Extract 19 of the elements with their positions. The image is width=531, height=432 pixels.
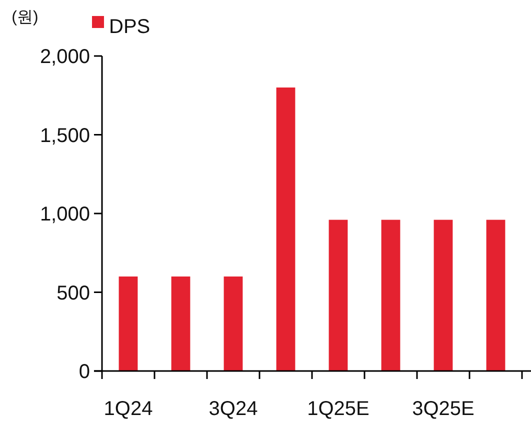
x-tick-label: 3Q24 bbox=[208, 398, 258, 420]
x-tick-label: 1Q24 bbox=[104, 398, 153, 420]
x-tick-label: 3Q25E bbox=[412, 398, 474, 420]
bar bbox=[224, 276, 243, 371]
bar bbox=[118, 276, 138, 371]
bar bbox=[434, 220, 453, 371]
y-tick-label: 500 bbox=[56, 282, 90, 304]
y-tick-label: 0 bbox=[78, 361, 90, 383]
bar bbox=[486, 220, 506, 371]
y-tick-label: 1,500 bbox=[40, 124, 90, 147]
bar bbox=[328, 220, 348, 371]
x-tick-label: 1Q25E bbox=[307, 398, 370, 420]
y-tick-label: 2,000 bbox=[40, 46, 90, 68]
bar bbox=[276, 88, 296, 371]
bar bbox=[171, 276, 190, 371]
y-axis-title: (원) bbox=[12, 9, 38, 26]
legend-label: DPS bbox=[109, 16, 150, 38]
y-tick-label: 1,000 bbox=[40, 204, 90, 226]
bar bbox=[381, 220, 400, 371]
